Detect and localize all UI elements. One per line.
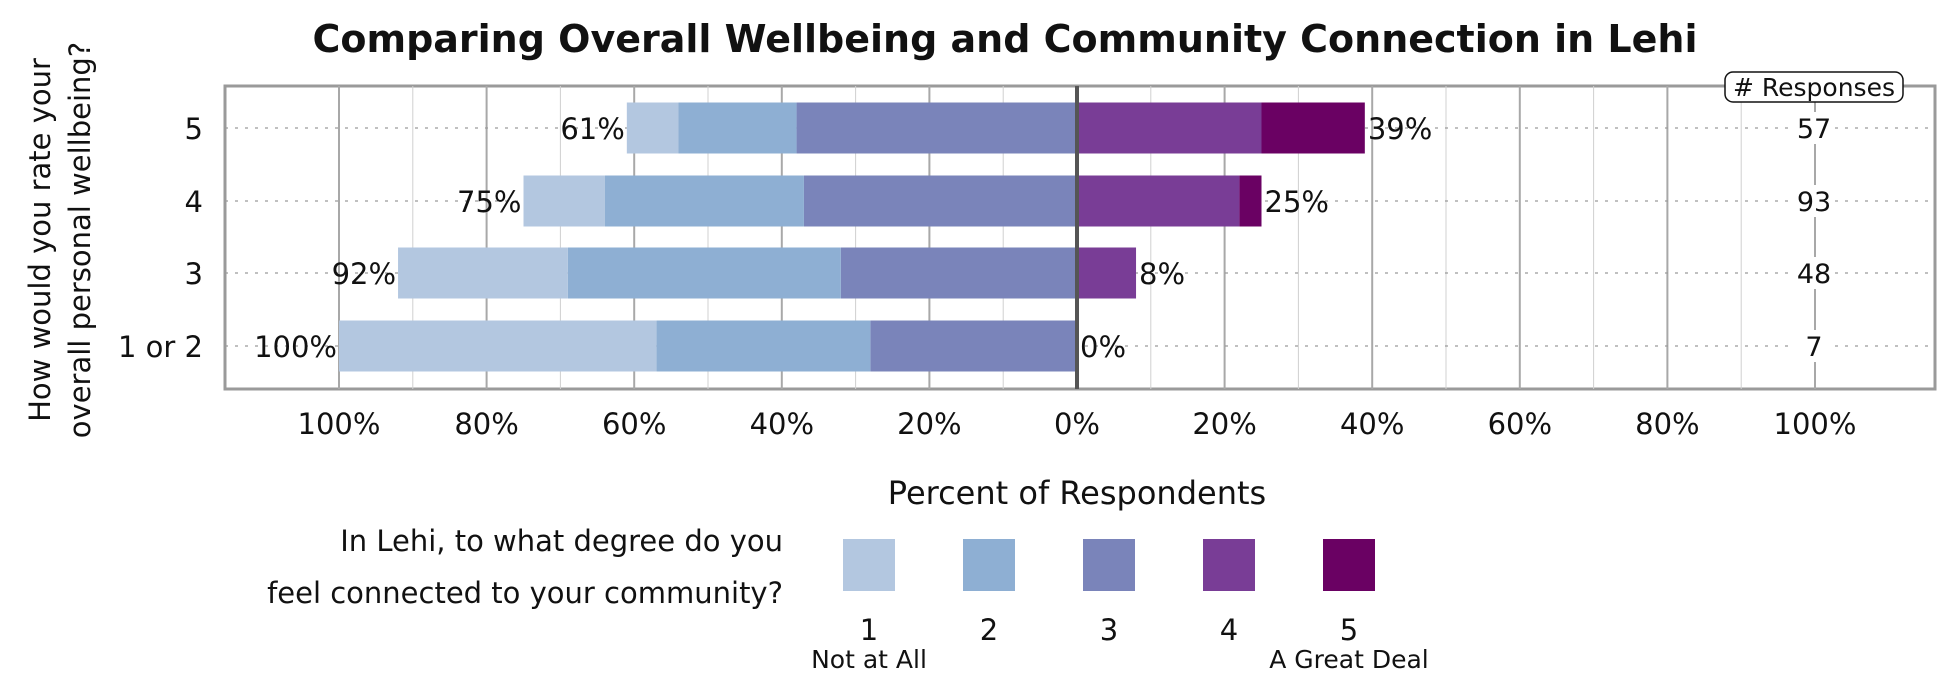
x-axis-label: Percent of Respondents (888, 474, 1266, 512)
legend-title-line: feel connected to your community? (267, 576, 783, 610)
legend-swatch-5 (1323, 539, 1375, 591)
bar-segment-2 (656, 320, 871, 372)
bar-segment-3 (796, 102, 1077, 154)
category-label: 4 (185, 185, 203, 219)
bar-segment-4 (1077, 175, 1240, 227)
bar-segment-4 (1077, 247, 1137, 299)
legend-swatch-2 (963, 539, 1015, 591)
x-tick-label: 60% (1488, 407, 1552, 441)
bar-segment-2 (678, 102, 797, 154)
legend-title-line: In Lehi, to what degree do you (340, 524, 783, 558)
y-axis-label-line: overall personal wellbeing? (63, 42, 97, 438)
x-tick-label: 20% (1192, 407, 1256, 441)
legend-swatch-1 (843, 539, 895, 591)
y-axis-label-line: How would you rate your (23, 58, 57, 422)
response-count: 48 (1797, 259, 1831, 290)
chart-title: Comparing Overall Wellbeing and Communit… (312, 17, 1697, 61)
x-tick-label: 40% (1340, 407, 1404, 441)
negative-total-label: 100% (254, 330, 337, 364)
negative-total-label: 75% (457, 185, 521, 219)
bar-segment-3 (870, 320, 1077, 372)
x-tick-label: 60% (602, 407, 666, 441)
positive-total-label: 0% (1080, 330, 1126, 364)
response-count-bg (1795, 112, 1833, 144)
x-tick-label: 100% (298, 407, 381, 441)
legend-label: 2 (980, 613, 998, 647)
response-count: 93 (1797, 187, 1831, 218)
category-label: 1 or 2 (118, 330, 203, 364)
legend-label: 1 (860, 613, 878, 647)
responses-header-box (1724, 71, 1904, 103)
x-tick-label: 40% (750, 407, 814, 441)
category-label: 5 (185, 112, 203, 146)
response-count-bg (1795, 330, 1833, 362)
x-tick-label: 80% (454, 407, 518, 441)
legend-label: 5 (1340, 613, 1358, 647)
bar-segment-5 (1261, 102, 1365, 154)
legend-label: 4 (1220, 613, 1238, 647)
x-tick-label: 0% (1054, 407, 1100, 441)
bar-segment-3 (803, 175, 1077, 227)
bar-segment-1 (398, 247, 568, 299)
legend-label: 3 (1100, 613, 1118, 647)
negative-total-label: 61% (560, 112, 624, 146)
positive-total-label: 25% (1265, 185, 1329, 219)
responses-header: # Responses (1733, 73, 1895, 102)
data-labels: 5 61% 39% 57 4 75% 25% 93 3 92% 8% 48 1 or 2 100% 0% 7 #… (118, 71, 1904, 364)
x-tick-label: 80% (1635, 407, 1699, 441)
category-label: 3 (185, 257, 203, 291)
bar-segment-3 (840, 247, 1077, 299)
y-axis-label: How would you rate your overall personal … (23, 42, 97, 438)
bar-stacks (339, 102, 1365, 372)
legend-high-label: A Great Deal (1269, 645, 1429, 674)
bar-segment-2 (567, 247, 841, 299)
legend-swatch-4 (1203, 539, 1255, 591)
legend: In Lehi, to what degree do you feel conne… (267, 524, 1429, 674)
x-tick-label: 100% (1774, 407, 1857, 441)
x-tick-label: 20% (897, 407, 961, 441)
bar-segment-1 (523, 175, 605, 227)
positive-total-label: 39% (1368, 112, 1432, 146)
x-tick-labels: 100% 80% 60% 40% 20% 0% 20% 40% 60% 80% 100% (298, 407, 1857, 441)
bar-segment-1 (626, 102, 679, 154)
response-count-bg (1795, 185, 1833, 217)
response-count: 57 (1797, 114, 1831, 145)
plot-frame (223, 84, 1937, 391)
positive-total-label: 8% (1139, 257, 1185, 291)
legend-swatch-3 (1083, 539, 1135, 591)
legend-low-label: Not at All (811, 645, 927, 674)
bar-segment-1 (339, 320, 657, 372)
bar-segment-4 (1077, 102, 1262, 154)
bar-segment-5 (1239, 175, 1262, 227)
response-count-bg (1795, 257, 1833, 289)
bar-segment-2 (604, 175, 804, 227)
negative-total-label: 92% (332, 257, 396, 291)
response-count: 7 (1805, 332, 1822, 363)
